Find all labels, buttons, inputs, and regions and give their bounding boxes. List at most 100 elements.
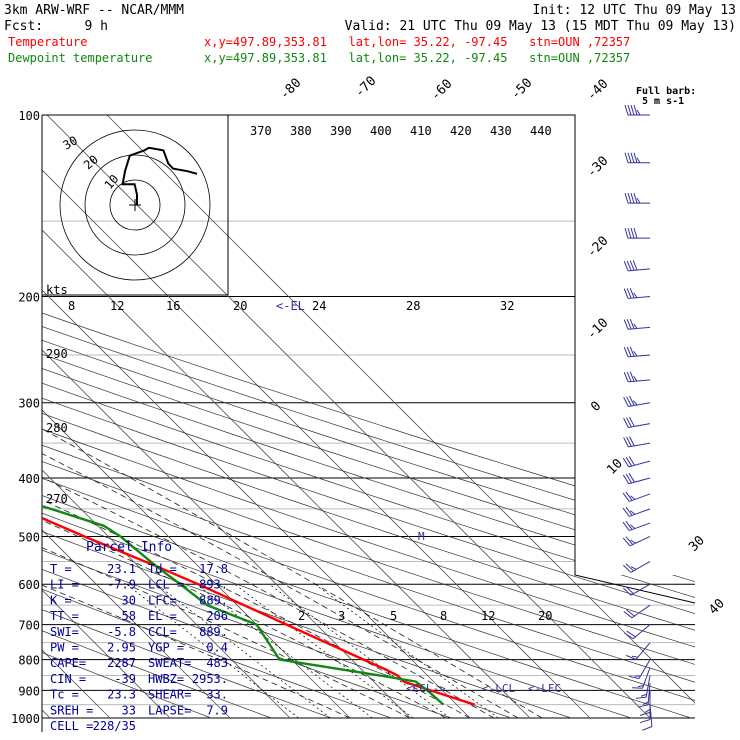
wind-barb-staff: [629, 536, 651, 547]
wind-barb-feather: [628, 675, 640, 680]
mixing-ratio-line: [314, 583, 499, 719]
wind-barb-feather: [625, 473, 633, 484]
theta-label: 380: [290, 124, 312, 138]
wind-barb-staff: [628, 477, 651, 485]
dry-adiabat: [42, 115, 332, 719]
wind-barb-feather: [630, 192, 635, 204]
parcel-label: LCL =: [148, 578, 184, 592]
parcel-label: HWBZ=: [148, 672, 184, 686]
wind-barb-feather: [623, 346, 629, 358]
pressure-tick-label: 700: [18, 619, 40, 633]
wind-barb-feather: [633, 292, 638, 298]
moist-adiabat: [42, 296, 471, 719]
dewpoint-legend: Dewpoint temperature: [8, 51, 153, 65]
wind-barb-feather: [633, 351, 638, 357]
wind-barb-feather: [623, 587, 632, 596]
wind-barb-feather: [624, 227, 629, 239]
parcel-label: TT =: [50, 609, 79, 623]
isotherm-label: -30: [584, 154, 611, 181]
barb-legend-value: 5 m s-1: [642, 96, 684, 107]
parcel-value: 889.: [199, 593, 228, 607]
pressure-tick-label: 900: [18, 684, 40, 698]
parcel-label: CELL =: [50, 719, 93, 733]
wind-barb-staff: [628, 402, 651, 408]
wind-barb-staff: [630, 561, 651, 573]
ccl-annotation: <CCL->: [406, 682, 446, 695]
wind-barb: [642, 704, 653, 731]
wind-barb-feather: [633, 192, 638, 204]
dewpoint-location-info: x,y=497.89,353.81 lat,lon= 35.22, -97.45…: [204, 51, 630, 65]
mixing-ratio-line: [234, 583, 414, 719]
theta-label: 440: [530, 124, 552, 138]
wind-barb-staff: [628, 460, 651, 468]
wind-barb: [623, 346, 651, 358]
wind-barb-feather: [626, 288, 632, 299]
wind-barb: [624, 152, 650, 164]
wind-barb-feather: [626, 371, 632, 382]
dry-adiabat: [42, 115, 695, 719]
wind-barb-staff: [642, 667, 651, 689]
wind-barb: [623, 395, 651, 408]
wind-barb-feather: [630, 104, 635, 116]
wind-barb-feather: [622, 492, 630, 502]
wind-barb-feather: [625, 491, 633, 501]
wind-barb-feather: [623, 371, 629, 383]
wind-barb: [623, 561, 651, 573]
wind-barb-feather: [630, 539, 636, 544]
wind-barb-feather: [633, 227, 638, 239]
wind-barb-feather: [639, 711, 651, 716]
mixing-ratio-label: 2: [298, 609, 305, 623]
diagram-border: [41, 114, 696, 732]
wind-barb-feather: [633, 376, 638, 382]
hodograph-speed-label: 24: [312, 299, 326, 313]
wind-barb-feather: [625, 563, 634, 572]
mixing-ratio-label: 8: [440, 609, 447, 623]
annotations: Full barb:5 m s-1 <-EL <CCL-> <-LCL <-LFC M: [276, 86, 696, 695]
wind-barb-staff: [638, 659, 651, 679]
parcel-label: YGP =: [148, 641, 184, 655]
hodograph-speed-label: 8: [68, 299, 75, 313]
parcel-value: 17.8: [199, 562, 228, 576]
theta-label: 400: [370, 124, 392, 138]
parcel-label: CIN =: [50, 672, 86, 686]
lfc-annotation: <-LFC: [528, 682, 561, 695]
pressure-tick-label: 100: [18, 109, 40, 123]
wind-barb: [635, 675, 651, 699]
pressure-tick-label: 200: [18, 291, 40, 305]
dry-adiabat: [42, 115, 695, 719]
wind-barb-feather: [626, 436, 632, 447]
wind-barb-feather: [625, 456, 633, 467]
isotherm-line: [42, 115, 171, 719]
parcel-value: -5.8: [107, 625, 136, 639]
wind-barb-feather: [627, 104, 632, 116]
wind-barb: [632, 667, 651, 689]
wind-barb-feather: [632, 260, 638, 271]
parcel-value: 483: [206, 656, 228, 670]
wind-barb: [623, 416, 651, 428]
wind-barb-feather: [623, 437, 629, 448]
hodograph-ring-label: 10: [102, 172, 122, 192]
pressure-tick-label: 500: [18, 530, 40, 544]
wind-barb-feather: [626, 396, 632, 407]
wind-barb: [623, 288, 651, 299]
parcel-value: 33: [122, 703, 136, 717]
wind-barb-feather: [629, 346, 635, 357]
parcel-value: 889.: [199, 625, 228, 639]
wind-barb-feather: [630, 227, 635, 239]
wind-barb-staff: [629, 522, 651, 532]
wind-barb-feather: [636, 197, 641, 204]
mixing-ratio-line: [156, 583, 331, 719]
hodograph-ring: [109, 179, 161, 231]
hodograph-speed-label: 28: [406, 299, 420, 313]
hodograph-speed-label: kts: [46, 283, 68, 297]
parcel-value: -7.9: [107, 578, 136, 592]
pressure-tick-label: 300: [18, 397, 40, 411]
wind-barb-staff: [628, 326, 651, 330]
dry-adiabat: [42, 115, 212, 719]
valid-time: Valid: 21 UTC Thu 09 May 13 (15 MDT Thu …: [345, 19, 736, 34]
wind-barb: [624, 227, 650, 239]
isotherm-line: [46, 115, 651, 719]
